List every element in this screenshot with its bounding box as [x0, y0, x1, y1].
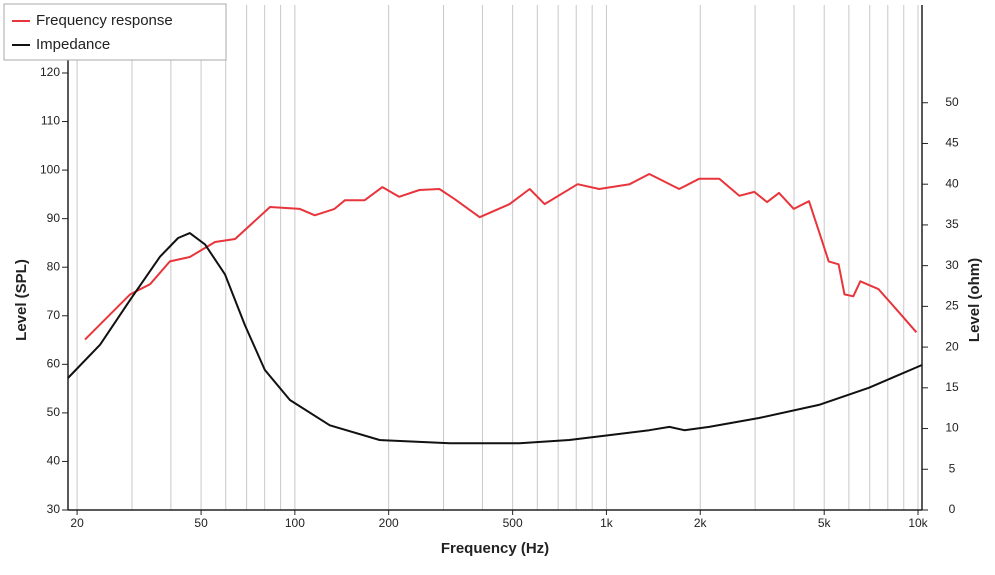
legend-label: Impedance	[36, 36, 110, 53]
y-tick-label: 60	[47, 356, 61, 370]
x-tick-label: 500	[503, 516, 523, 530]
x-tick-label: 20	[70, 516, 84, 530]
y-tick-label: 90	[47, 211, 61, 225]
legend-label: Frequency response	[36, 12, 173, 29]
y-tick-label: 30	[47, 502, 61, 516]
y2-tick-label: 40	[945, 176, 959, 190]
x-tick-label: 50	[194, 516, 208, 530]
y-tick-label: 110	[41, 114, 60, 128]
x-axis-label: Frequency (Hz)	[441, 540, 549, 557]
y2-tick-label: 0	[949, 502, 956, 516]
y2-tick-label: 35	[945, 217, 959, 231]
legend-box	[3, 3, 227, 61]
x-tick-label: 200	[379, 516, 399, 530]
x-tick-label: 5k	[818, 516, 832, 530]
y2-tick-label: 15	[945, 380, 959, 394]
y2-tick-label: 5	[949, 461, 956, 475]
y2-tick-label: 30	[945, 258, 959, 272]
y-tick-label: 80	[47, 259, 61, 273]
y2-axis-label: Level (ohm)	[966, 258, 983, 342]
y2-tick-label: 45	[945, 136, 959, 150]
y2-tick-label: 20	[945, 339, 959, 353]
y-tick-label: 50	[47, 405, 61, 419]
series-line	[67, 232, 923, 445]
y2-tick-label: 10	[945, 421, 959, 435]
y-axis-label: Level (SPL)	[13, 259, 30, 341]
y-tick-label: 120	[40, 65, 60, 79]
x-tick-label: 10k	[908, 516, 928, 530]
series-line	[84, 173, 918, 341]
x-tick-label: 100	[285, 516, 305, 530]
x-tick-label: 1k	[600, 516, 614, 530]
y2-tick-label: 25	[945, 299, 959, 313]
x-tick-label: 2k	[694, 516, 708, 530]
y-tick-label: 70	[47, 308, 61, 322]
y-tick-label: 40	[47, 454, 61, 468]
y2-tick-label: 50	[945, 95, 959, 109]
y-tick-label: 100	[40, 162, 60, 176]
